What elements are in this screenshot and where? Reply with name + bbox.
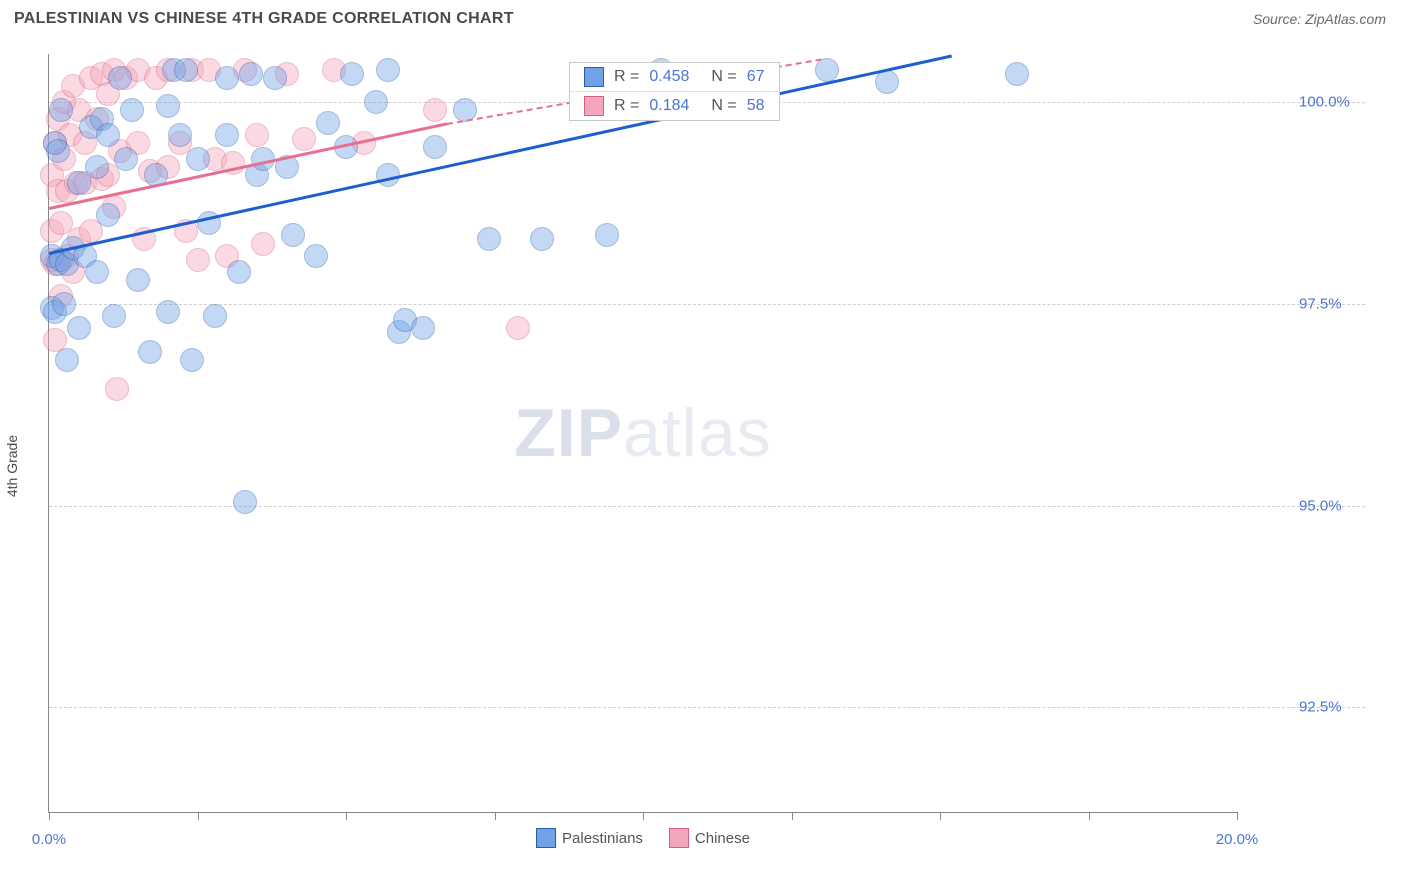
y-tick-label: 95.0% xyxy=(1299,497,1342,514)
scatter-point xyxy=(506,316,530,340)
trend-line xyxy=(49,54,952,254)
legend-n-value: 58 xyxy=(747,97,765,115)
scatter-point xyxy=(316,111,340,135)
scatter-point xyxy=(180,348,204,372)
legend-r-value: 0.184 xyxy=(649,97,689,115)
y-axis-label: 4th Grade xyxy=(4,435,20,497)
scatter-point xyxy=(85,155,109,179)
scatter-point xyxy=(96,203,120,227)
scatter-point xyxy=(815,58,839,82)
scatter-point xyxy=(292,127,316,151)
scatter-point xyxy=(233,490,257,514)
legend-r-label: R = xyxy=(614,68,639,86)
scatter-point xyxy=(1005,62,1029,86)
y-tick-label: 97.5% xyxy=(1299,295,1342,312)
scatter-point xyxy=(156,94,180,118)
legend-swatch xyxy=(536,828,556,848)
legend-r-label: R = xyxy=(614,97,639,115)
scatter-point xyxy=(251,232,275,256)
scatter-point xyxy=(263,66,287,90)
series-legend: Palestinians Chinese xyxy=(536,828,750,848)
scatter-point xyxy=(138,340,162,364)
scatter-point xyxy=(215,123,239,147)
legend-n-value: 67 xyxy=(747,68,765,86)
legend-n-label: N = xyxy=(711,68,736,86)
scatter-point xyxy=(245,123,269,147)
scatter-point xyxy=(114,147,138,171)
scatter-point xyxy=(55,348,79,372)
scatter-point xyxy=(186,147,210,171)
scatter-point xyxy=(530,227,554,251)
legend-row: R = 0.458 N = 67 xyxy=(570,63,779,91)
scatter-point xyxy=(156,300,180,324)
x-tick xyxy=(346,812,347,820)
scatter-plot: ZIPatlas 92.5%95.0%97.5%100.0%0.0%20.0%R… xyxy=(48,54,1237,813)
legend-item: Palestinians xyxy=(536,828,643,848)
scatter-point xyxy=(304,244,328,268)
x-tick xyxy=(1089,812,1090,820)
legend-label: Chinese xyxy=(695,830,750,847)
source-label: Source: ZipAtlas.com xyxy=(1253,11,1386,27)
scatter-point xyxy=(364,90,388,114)
x-tick xyxy=(198,812,199,820)
y-tick-label: 100.0% xyxy=(1299,94,1350,111)
chart-container: 4th Grade ZIPatlas 92.5%95.0%97.5%100.0%… xyxy=(0,40,1406,892)
scatter-point xyxy=(239,62,263,86)
x-tick xyxy=(792,812,793,820)
legend-n-label: N = xyxy=(711,97,736,115)
scatter-point xyxy=(102,304,126,328)
correlation-legend: R = 0.458 N = 67 R = 0.184 N = 58 xyxy=(569,62,780,121)
gridline xyxy=(49,304,1365,305)
scatter-point xyxy=(203,304,227,328)
legend-label: Palestinians xyxy=(562,830,643,847)
scatter-point xyxy=(120,98,144,122)
scatter-point xyxy=(215,66,239,90)
x-tick xyxy=(49,812,50,820)
scatter-point xyxy=(281,223,305,247)
scatter-point xyxy=(168,123,192,147)
scatter-point xyxy=(67,316,91,340)
scatter-point xyxy=(595,223,619,247)
scatter-point xyxy=(376,58,400,82)
scatter-point xyxy=(174,58,198,82)
x-tick xyxy=(940,812,941,820)
scatter-point xyxy=(108,66,132,90)
chart-title: PALESTINIAN VS CHINESE 4TH GRADE CORRELA… xyxy=(14,10,514,28)
legend-row: R = 0.184 N = 58 xyxy=(570,91,779,120)
x-tick xyxy=(1237,812,1238,820)
scatter-point xyxy=(49,98,73,122)
gridline xyxy=(49,707,1365,708)
scatter-point xyxy=(52,292,76,316)
scatter-point xyxy=(875,70,899,94)
x-tick xyxy=(643,812,644,820)
scatter-point xyxy=(46,139,70,163)
scatter-point xyxy=(477,227,501,251)
scatter-point xyxy=(105,377,129,401)
legend-swatch xyxy=(584,67,604,87)
x-tick-label: 20.0% xyxy=(1216,831,1259,848)
scatter-point xyxy=(423,135,447,159)
scatter-point xyxy=(126,268,150,292)
scatter-point xyxy=(186,248,210,272)
scatter-point xyxy=(85,260,109,284)
scatter-point xyxy=(227,260,251,284)
scatter-point xyxy=(96,123,120,147)
x-tick xyxy=(495,812,496,820)
legend-item: Chinese xyxy=(669,828,750,848)
scatter-point xyxy=(411,316,435,340)
x-tick-label: 0.0% xyxy=(32,831,66,848)
legend-swatch xyxy=(669,828,689,848)
watermark: ZIPatlas xyxy=(514,394,771,472)
scatter-point xyxy=(340,62,364,86)
scatter-point xyxy=(423,98,447,122)
legend-swatch xyxy=(584,96,604,116)
legend-r-value: 0.458 xyxy=(649,68,689,86)
y-tick-label: 92.5% xyxy=(1299,699,1342,716)
